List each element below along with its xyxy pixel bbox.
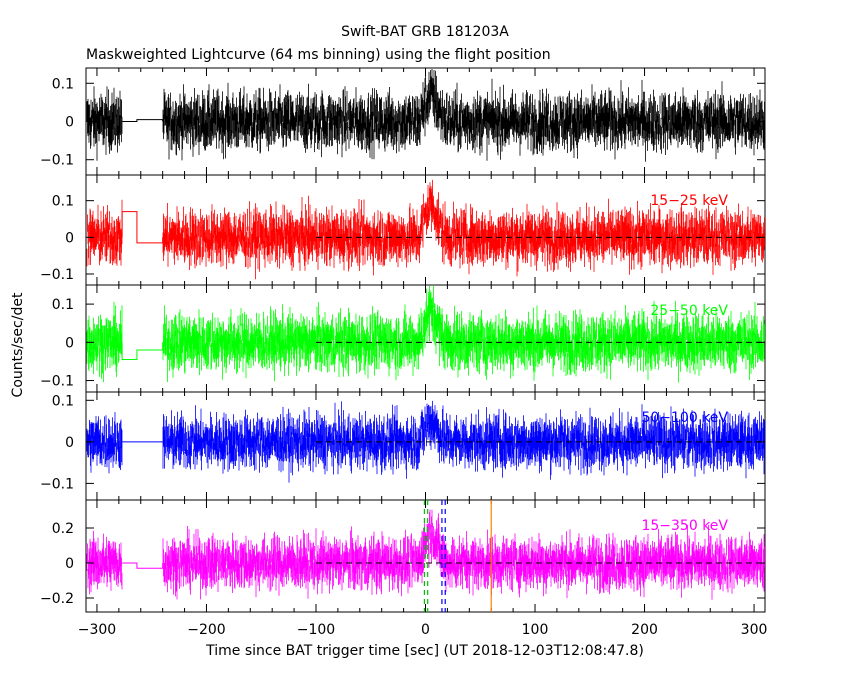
panel-2-band-label: 15−25 keV xyxy=(650,193,728,209)
x-tick-label: 300 xyxy=(741,622,768,638)
panel-4-ytick-label: −0.1 xyxy=(40,476,74,492)
x-tick-label: 100 xyxy=(522,622,549,638)
x-tick-label: −100 xyxy=(297,622,335,638)
panel-1-ytick-label: 0.1 xyxy=(52,76,74,92)
x-tick-label: −300 xyxy=(78,622,116,638)
panel-3-ytick-label: −0.1 xyxy=(40,374,74,390)
panel-2: −0.1 0 0.1 15−25 keV xyxy=(40,174,766,286)
panel-2-ytick-label: 0.1 xyxy=(52,194,74,210)
x-axis-label: Time since BAT trigger time [sec] (UT 20… xyxy=(205,643,644,659)
panel-3-ytick-label: 0.1 xyxy=(52,297,74,313)
panel-1-series xyxy=(86,69,765,162)
panel-4-ytick-label: 0.1 xyxy=(52,393,74,409)
panel-1-ytick-label: 0 xyxy=(65,115,74,131)
panel-1: −0.1 0 0.1 xyxy=(40,67,766,176)
panel-5-gap-step xyxy=(122,562,164,569)
panel-2-gap-step xyxy=(121,211,164,244)
panel-4-ytick-label: 0 xyxy=(65,435,74,451)
panel-2-series xyxy=(86,179,765,280)
panel-4-series xyxy=(86,400,765,483)
panel-3-ytick-label: 0 xyxy=(65,335,74,351)
chart-subtitle: Maskweighted Lightcurve (64 ms binning) … xyxy=(86,47,551,63)
panel-5-band-label: 15−350 keV xyxy=(641,518,728,534)
panel-4: −0.1 0 0.1 50−100 keV xyxy=(40,391,766,501)
x-tick-label: 0 xyxy=(421,622,430,638)
panel-5-ytick-label: 0 xyxy=(65,556,74,572)
panel-5-ytick-label: −0.2 xyxy=(40,591,74,607)
panel-1-ytick-label: −0.1 xyxy=(40,153,74,169)
panel-3-gap-step xyxy=(121,342,164,361)
panel-4-band-label: 50−100 keV xyxy=(641,410,728,426)
panel-3: −0.1 0 0.1 25−50 keV xyxy=(40,284,766,393)
panel-3-band-label: 25−50 keV xyxy=(650,303,728,319)
chart-title: Swift-BAT GRB 181203A xyxy=(341,24,509,40)
panel-5-ytick-label: 0.2 xyxy=(52,521,74,537)
panel-5-series xyxy=(86,509,765,600)
panel-2-ytick-label: 0 xyxy=(65,230,74,246)
panel-2-ytick-label: −0.1 xyxy=(40,267,74,283)
y-axis-label: Counts/sec/det xyxy=(10,292,26,397)
panel-1-gap-step xyxy=(122,119,164,122)
panel-3-series xyxy=(86,286,765,383)
panel-5: −0.2 0 0.2 15−350 keV xyxy=(40,499,766,613)
x-tick-label: −200 xyxy=(187,622,225,638)
x-tick-label: 200 xyxy=(631,622,658,638)
